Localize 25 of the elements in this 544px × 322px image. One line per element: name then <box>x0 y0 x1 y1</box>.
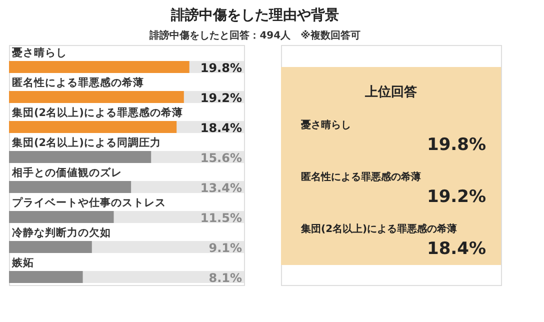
category-label: 嫉妬 <box>12 257 34 269</box>
text: 19.2% <box>427 187 486 207</box>
text: 匿名性による罪悪感の希薄 <box>301 171 421 183</box>
category-label: 冷静な判断力の欠如 <box>12 227 111 239</box>
data-label: 19.8% <box>200 61 242 75</box>
data-label: 11.5% <box>200 211 242 225</box>
data-label: 19.2% <box>200 91 242 105</box>
data-label: 8.1% <box>208 271 242 285</box>
data-label: 9.1% <box>208 241 242 255</box>
category-label: 匿名性による罪悪感の希薄 <box>12 77 144 89</box>
category-label: 憂さ晴らし <box>12 47 67 59</box>
chart-title: 誹謗中傷をした理由や背景 <box>170 6 339 24</box>
chart-subtitle: 誹謗中傷をしたと回答：494人 ※複数回答可 <box>148 30 360 42</box>
text: 18.4% <box>427 239 486 259</box>
text: 19.8% <box>427 135 486 155</box>
text: 上位回答 <box>364 85 417 100</box>
text: 憂さ晴らし <box>300 119 351 131</box>
data-label: 18.4% <box>200 121 242 135</box>
category-label: 集団(2名以上)による罪悪感の希薄 <box>12 107 183 119</box>
category-label: 集団(2名以上)による同調圧力 <box>12 137 161 149</box>
text: 集団(2名以上)による罪悪感の希薄 <box>300 223 458 235</box>
category-label: プライベートや仕事のストレス <box>12 197 166 209</box>
data-label: 15.6% <box>200 151 242 165</box>
category-label: 相手との価値観のズレ <box>12 167 122 179</box>
data-label: 13.4% <box>200 181 242 195</box>
